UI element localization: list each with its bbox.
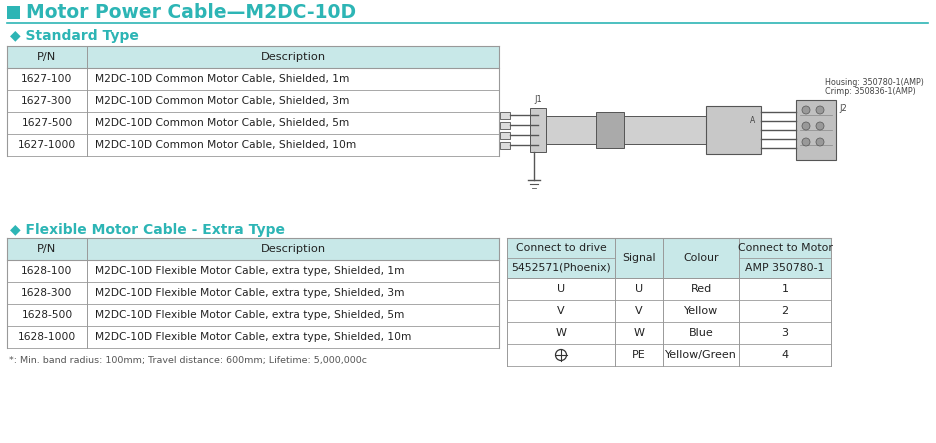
Circle shape (802, 106, 810, 114)
Text: M2DC-10D Common Motor Cable, Shielded, 1m: M2DC-10D Common Motor Cable, Shielded, 1… (95, 74, 349, 84)
Text: M2DC-10D Common Motor Cable, Shielded, 3m: M2DC-10D Common Motor Cable, Shielded, 3… (95, 96, 349, 106)
Text: 4: 4 (782, 350, 788, 360)
Bar (507, 278, 831, 300)
Bar (546, 116, 706, 144)
Text: Description: Description (260, 244, 326, 254)
Bar (7, 134, 499, 156)
Text: 1627-300: 1627-300 (22, 96, 73, 106)
Text: P/N: P/N (37, 52, 56, 62)
Text: J2: J2 (839, 104, 847, 113)
Text: Housing: 350780-1(AMP): Housing: 350780-1(AMP) (825, 78, 924, 86)
Bar (500, 121, 510, 128)
Bar (7, 6, 20, 19)
Text: M2DC-10D Flexible Motor Cable, extra type, Shielded, 5m: M2DC-10D Flexible Motor Cable, extra typ… (95, 310, 404, 320)
Text: M2DC-10D Flexible Motor Cable, extra type, Shielded, 10m: M2DC-10D Flexible Motor Cable, extra typ… (95, 332, 412, 342)
Bar (500, 141, 510, 148)
Text: 1627-500: 1627-500 (22, 118, 73, 128)
Bar (507, 300, 831, 322)
Bar (7, 282, 499, 304)
Bar (7, 46, 499, 68)
Bar (796, 100, 836, 160)
Text: V: V (557, 306, 564, 316)
Bar (507, 344, 831, 366)
Text: Signal: Signal (622, 253, 656, 263)
Text: 1628-300: 1628-300 (22, 288, 73, 298)
Bar (7, 260, 499, 282)
Bar (706, 106, 761, 154)
Bar (7, 90, 499, 112)
Text: U: U (635, 284, 643, 294)
Text: W: W (634, 328, 645, 338)
Bar (7, 304, 499, 326)
Text: V: V (636, 306, 643, 316)
Text: Description: Description (260, 52, 326, 62)
Text: Motor Power Cable—M2DC-10D: Motor Power Cable—M2DC-10D (26, 3, 356, 22)
Text: 1628-500: 1628-500 (22, 310, 73, 320)
Bar (7, 238, 499, 260)
Text: Red: Red (691, 284, 711, 294)
Text: Blue: Blue (689, 328, 713, 338)
Text: 1: 1 (782, 284, 788, 294)
Text: ◆ Flexible Motor Cable - Extra Type: ◆ Flexible Motor Cable - Extra Type (10, 223, 285, 237)
Text: Yellow/Green: Yellow/Green (665, 350, 737, 360)
Text: W: W (555, 328, 566, 338)
Circle shape (802, 122, 810, 130)
Circle shape (816, 138, 824, 146)
Text: 1627-100: 1627-100 (22, 74, 73, 84)
Text: 1628-100: 1628-100 (22, 266, 73, 276)
Text: Connect to drive: Connect to drive (516, 243, 607, 253)
Bar (500, 132, 510, 139)
Bar (507, 238, 831, 278)
Text: M2DC-10D Flexible Motor Cable, extra type, Shielded, 3m: M2DC-10D Flexible Motor Cable, extra typ… (95, 288, 404, 298)
Text: A: A (751, 116, 755, 124)
Text: 3: 3 (782, 328, 788, 338)
Text: 2: 2 (782, 306, 788, 316)
Text: 1628-1000: 1628-1000 (18, 332, 76, 342)
Text: Crimp: 350836-1(AMP): Crimp: 350836-1(AMP) (825, 86, 915, 96)
Text: *: Min. band radius: 100mm; Travel distance: 600mm; Lifetime: 5,000,000c: *: Min. band radius: 100mm; Travel dista… (9, 355, 367, 365)
Text: PE: PE (632, 350, 646, 360)
Text: M2DC-10D Flexible Motor Cable, extra type, Shielded, 1m: M2DC-10D Flexible Motor Cable, extra typ… (95, 266, 404, 276)
Bar (500, 112, 510, 118)
Text: J1: J1 (534, 95, 542, 104)
Text: M2DC-10D Common Motor Cable, Shielded, 5m: M2DC-10D Common Motor Cable, Shielded, 5… (95, 118, 349, 128)
Circle shape (802, 138, 810, 146)
Text: Yellow: Yellow (684, 306, 718, 316)
Circle shape (816, 122, 824, 130)
Bar (7, 68, 499, 90)
Bar (507, 322, 831, 344)
Text: U: U (557, 284, 565, 294)
Text: 1627-1000: 1627-1000 (18, 140, 76, 150)
Bar (7, 112, 499, 134)
Text: P/N: P/N (37, 244, 56, 254)
Text: Connect to Motor: Connect to Motor (738, 243, 832, 253)
Text: AMP 350780-1: AMP 350780-1 (745, 263, 825, 273)
Text: M2DC-10D Common Motor Cable, Shielded, 10m: M2DC-10D Common Motor Cable, Shielded, 1… (95, 140, 357, 150)
Bar (530, 108, 546, 152)
Circle shape (816, 106, 824, 114)
Bar (7, 326, 499, 348)
Bar (596, 112, 624, 148)
Text: ◆ Standard Type: ◆ Standard Type (10, 29, 139, 43)
Text: 5452571(Phoenix): 5452571(Phoenix) (511, 263, 611, 273)
Text: Colour: Colour (683, 253, 719, 263)
